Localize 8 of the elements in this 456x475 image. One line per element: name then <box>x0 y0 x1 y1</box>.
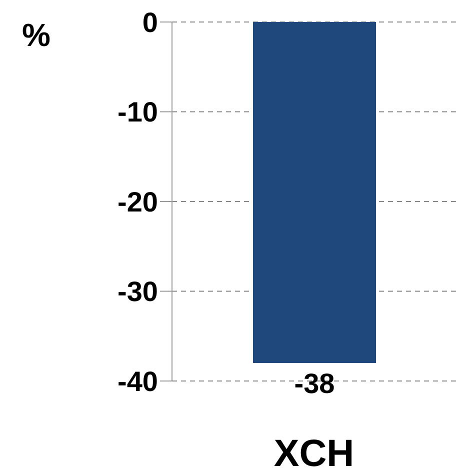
data-label: -38 <box>294 368 335 400</box>
y-tick-label: -30 <box>118 276 158 308</box>
y-tick-label: 0 <box>142 6 158 38</box>
y-tick-label: -20 <box>118 186 158 218</box>
x-tick-label: XCH <box>274 432 354 475</box>
y-tick-label: -40 <box>118 366 158 397</box>
y-axis-title: % <box>22 17 50 53</box>
y-tick-label: -10 <box>118 96 158 128</box>
